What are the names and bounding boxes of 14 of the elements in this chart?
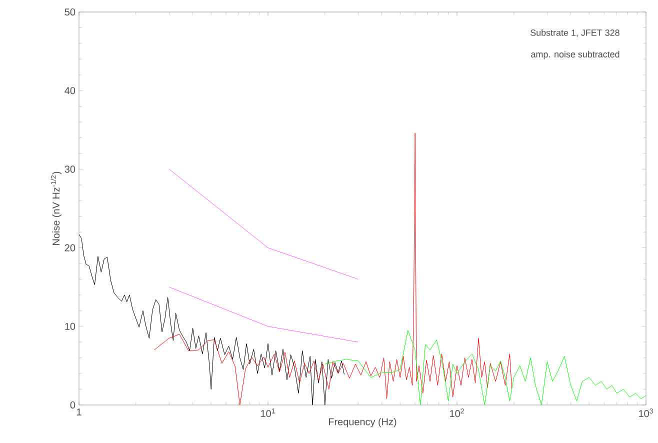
x-tick-label: 10$^{2}$ bbox=[450, 408, 464, 418]
y-tick-label: 10 bbox=[65, 322, 76, 330]
y-tick-label: 50 bbox=[64, 8, 76, 16]
y-tick-label: 30 bbox=[64, 166, 76, 173]
x-tick-label: 10$^{3}$ bbox=[639, 408, 653, 418]
x-tick-label: 10$^{1}$ bbox=[261, 408, 275, 418]
x-axis-title: Frequency (Hz) bbox=[328, 418, 396, 428]
y-axis-title: Noise (nV Hz$^{-1/2}$) bbox=[50, 172, 62, 245]
y-tick-label: 40 bbox=[64, 87, 76, 94]
y-tick-label: 0 bbox=[70, 401, 76, 409]
x-tick-label: 1 bbox=[76, 408, 82, 416]
y-tick-label: 20 bbox=[64, 244, 76, 252]
annotation: Substrate 1, JFET 328 bbox=[530, 29, 620, 37]
annotation: amp. noise subtracted bbox=[531, 50, 620, 60]
